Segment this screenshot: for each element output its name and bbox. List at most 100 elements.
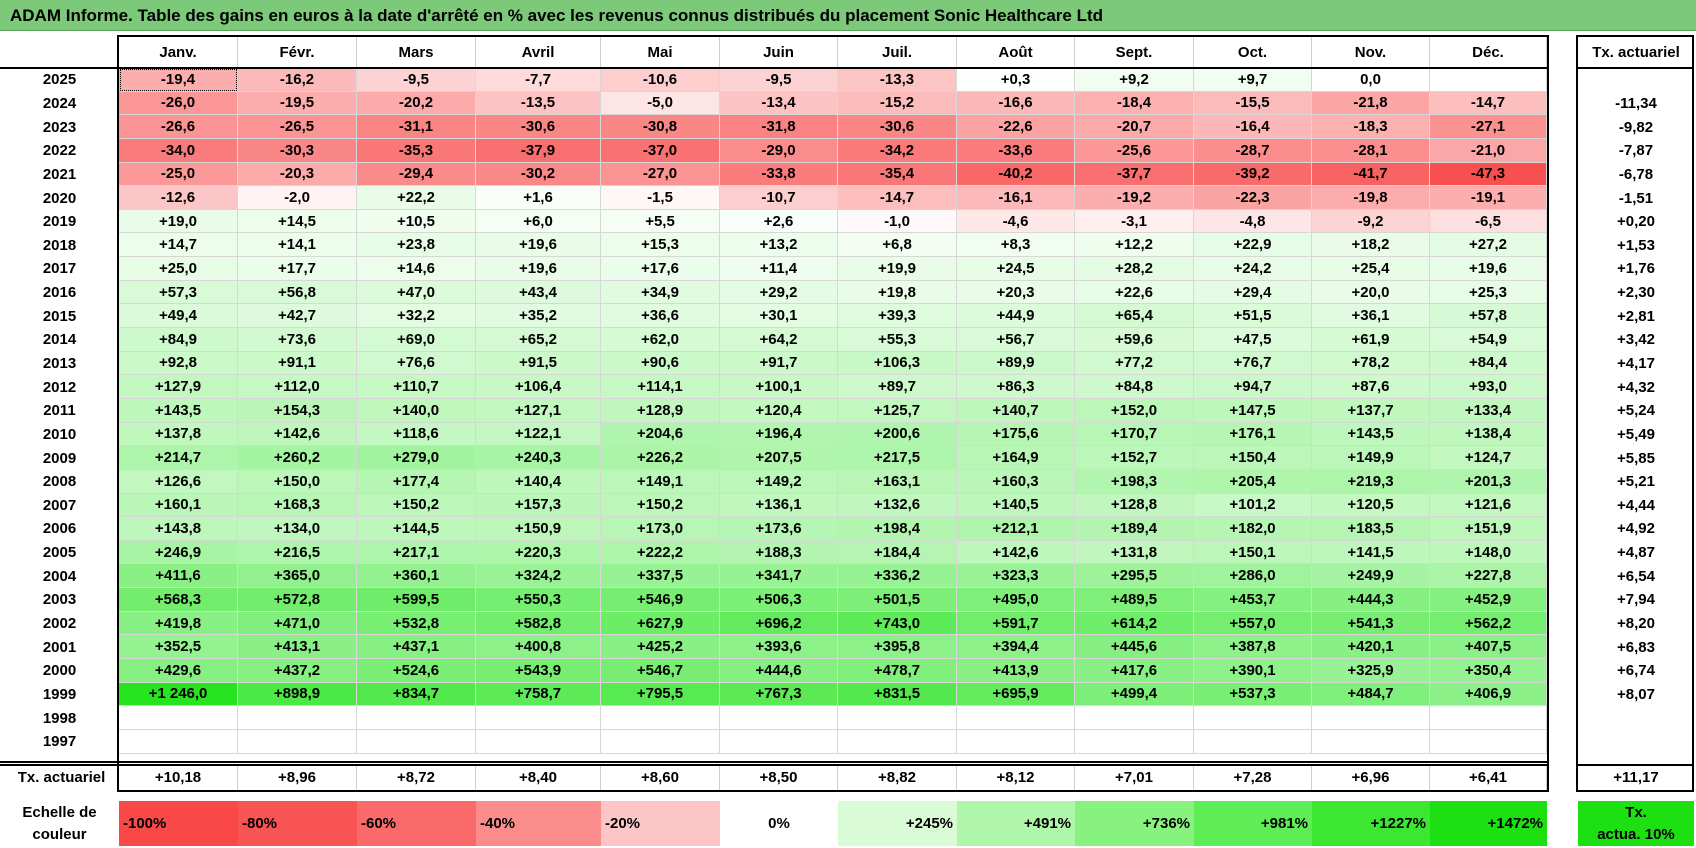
gain-cell: -13,3: [838, 68, 957, 92]
month-header: Sept.: [1075, 37, 1194, 68]
row-tx-actuariel: +4,32: [1617, 378, 1655, 396]
month-header: Janv.: [119, 37, 238, 68]
gain-cell: +413,9: [957, 659, 1075, 683]
gain-cell: -19,1: [1430, 186, 1547, 210]
summary-value: +8,12: [957, 765, 1075, 790]
year-label: 2007: [42, 496, 77, 514]
gain-cell: +137,8: [119, 422, 238, 447]
gain-cell: +140,4: [476, 469, 601, 494]
summary-label: Tx. actuariel: [17, 769, 106, 786]
gain-cell: +550,3: [476, 588, 601, 612]
gain-cell: [720, 729, 838, 754]
gain-cell: +214,7: [119, 446, 238, 470]
gain-cell: +489,5: [1075, 588, 1194, 612]
gain-cell: +47,5: [1194, 328, 1312, 352]
gain-cell: +25,4: [1312, 257, 1430, 281]
gain-cell: +134,0: [238, 517, 357, 541]
month-header: Juin: [720, 37, 838, 68]
gain-cell: +160,3: [957, 469, 1075, 494]
gain-cell: +591,7: [957, 611, 1075, 636]
gain-cell: +127,9: [119, 375, 238, 399]
row-tx-actuariel: [1578, 706, 1694, 730]
gain-cell: +395,8: [838, 635, 957, 659]
year-label: 2017: [42, 260, 77, 278]
row-tx-actuariel: +5,85: [1617, 449, 1655, 467]
gain-cell: +350,4: [1430, 659, 1547, 683]
gain-cell: -30,2: [476, 162, 601, 187]
gain-cell: +150,0: [238, 469, 357, 494]
row-tx-actuariel: +5,49: [1617, 425, 1655, 443]
gain-cell: +76,6: [357, 351, 476, 376]
gain-cell: +30,1: [720, 304, 838, 329]
year-label: 1998: [42, 709, 77, 727]
gain-cell: [1075, 729, 1194, 754]
gain-cell: +6,8: [838, 233, 957, 258]
gain-cell: +147,5: [1194, 398, 1312, 423]
gain-cell: +546,7: [601, 659, 720, 683]
legend-swatch: +981%: [1194, 801, 1312, 846]
gain-cell: +795,5: [601, 682, 720, 707]
gain-cell: -22,6: [957, 115, 1075, 139]
gain-cell: +39,3: [838, 304, 957, 329]
gain-cell: +9,7: [1194, 68, 1312, 92]
gain-cell: +22,6: [1075, 280, 1194, 305]
row-tx-actuariel: -7,87: [1618, 142, 1654, 160]
gain-cell: +15,3: [601, 233, 720, 258]
gain-cell: +141,5: [1312, 540, 1430, 565]
gain-cell: [720, 706, 838, 730]
gain-cell: +444,6: [720, 659, 838, 683]
row-tx-actuariel: -11,34: [1615, 94, 1657, 112]
row-tx-actuariel: +4,87: [1617, 544, 1655, 562]
summary-value: +7,28: [1194, 765, 1312, 790]
gain-cell: +106,3: [838, 351, 957, 376]
year-label: 2022: [42, 142, 77, 160]
gain-cell: +19,0: [119, 209, 238, 234]
year-label: 2020: [42, 189, 77, 207]
gain-cell: +42,7: [238, 304, 357, 329]
gain-cell: +506,3: [720, 588, 838, 612]
gain-cell: -26,6: [119, 115, 238, 139]
gain-cell: +182,0: [1194, 517, 1312, 541]
legend-swatch: -60%: [357, 801, 476, 846]
gain-cell: -3,1: [1075, 209, 1194, 234]
gain-cell: +100,1: [720, 375, 838, 399]
gain-cell: +205,4: [1194, 469, 1312, 494]
gain-cell: +444,3: [1312, 588, 1430, 612]
gain-cell: +499,4: [1075, 682, 1194, 707]
gain-cell: +150,4: [1194, 446, 1312, 470]
gain-cell: +36,6: [601, 304, 720, 329]
year-label: 2025: [42, 71, 77, 89]
month-header: Avril: [476, 37, 601, 68]
gain-cell: -4,6: [957, 209, 1075, 234]
legend-swatch: -20%: [601, 801, 720, 846]
gain-cell: +429,6: [119, 659, 238, 683]
summary-divider-top: [0, 761, 1548, 763]
gain-cell: +89,7: [838, 375, 957, 399]
gain-cell: +24,2: [1194, 257, 1312, 281]
gain-cell: +478,7: [838, 659, 957, 683]
gain-cell: +140,0: [357, 398, 476, 423]
month-header: Déc.: [1430, 37, 1547, 68]
gain-cell: +84,4: [1430, 351, 1547, 376]
gain-cell: +19,6: [1430, 257, 1547, 281]
gain-cell: +360,1: [357, 564, 476, 589]
gain-cell: -7,7: [476, 68, 601, 92]
gain-cell: +406,9: [1430, 682, 1547, 707]
gain-cell: +143,8: [119, 517, 238, 541]
gain-cell: +627,9: [601, 611, 720, 636]
gain-cell: +12,2: [1075, 233, 1194, 258]
summary-value: +7,01: [1075, 765, 1194, 790]
gain-cell: +20,0: [1312, 280, 1430, 305]
row-tx-actuariel: +5,21: [1617, 473, 1655, 491]
gain-cell: [957, 729, 1075, 754]
gain-cell: +9,2: [1075, 68, 1194, 92]
year-label: 2013: [42, 354, 77, 372]
gain-cell: +149,9: [1312, 446, 1430, 470]
gain-cell: +34,9: [601, 280, 720, 305]
gain-cell: +532,8: [357, 611, 476, 636]
year-label: 2021: [42, 165, 77, 183]
gain-cell: +546,9: [601, 588, 720, 612]
gain-cell: +14,5: [238, 209, 357, 234]
gain-cell: +106,4: [476, 375, 601, 399]
gain-cell: -26,0: [119, 91, 238, 116]
